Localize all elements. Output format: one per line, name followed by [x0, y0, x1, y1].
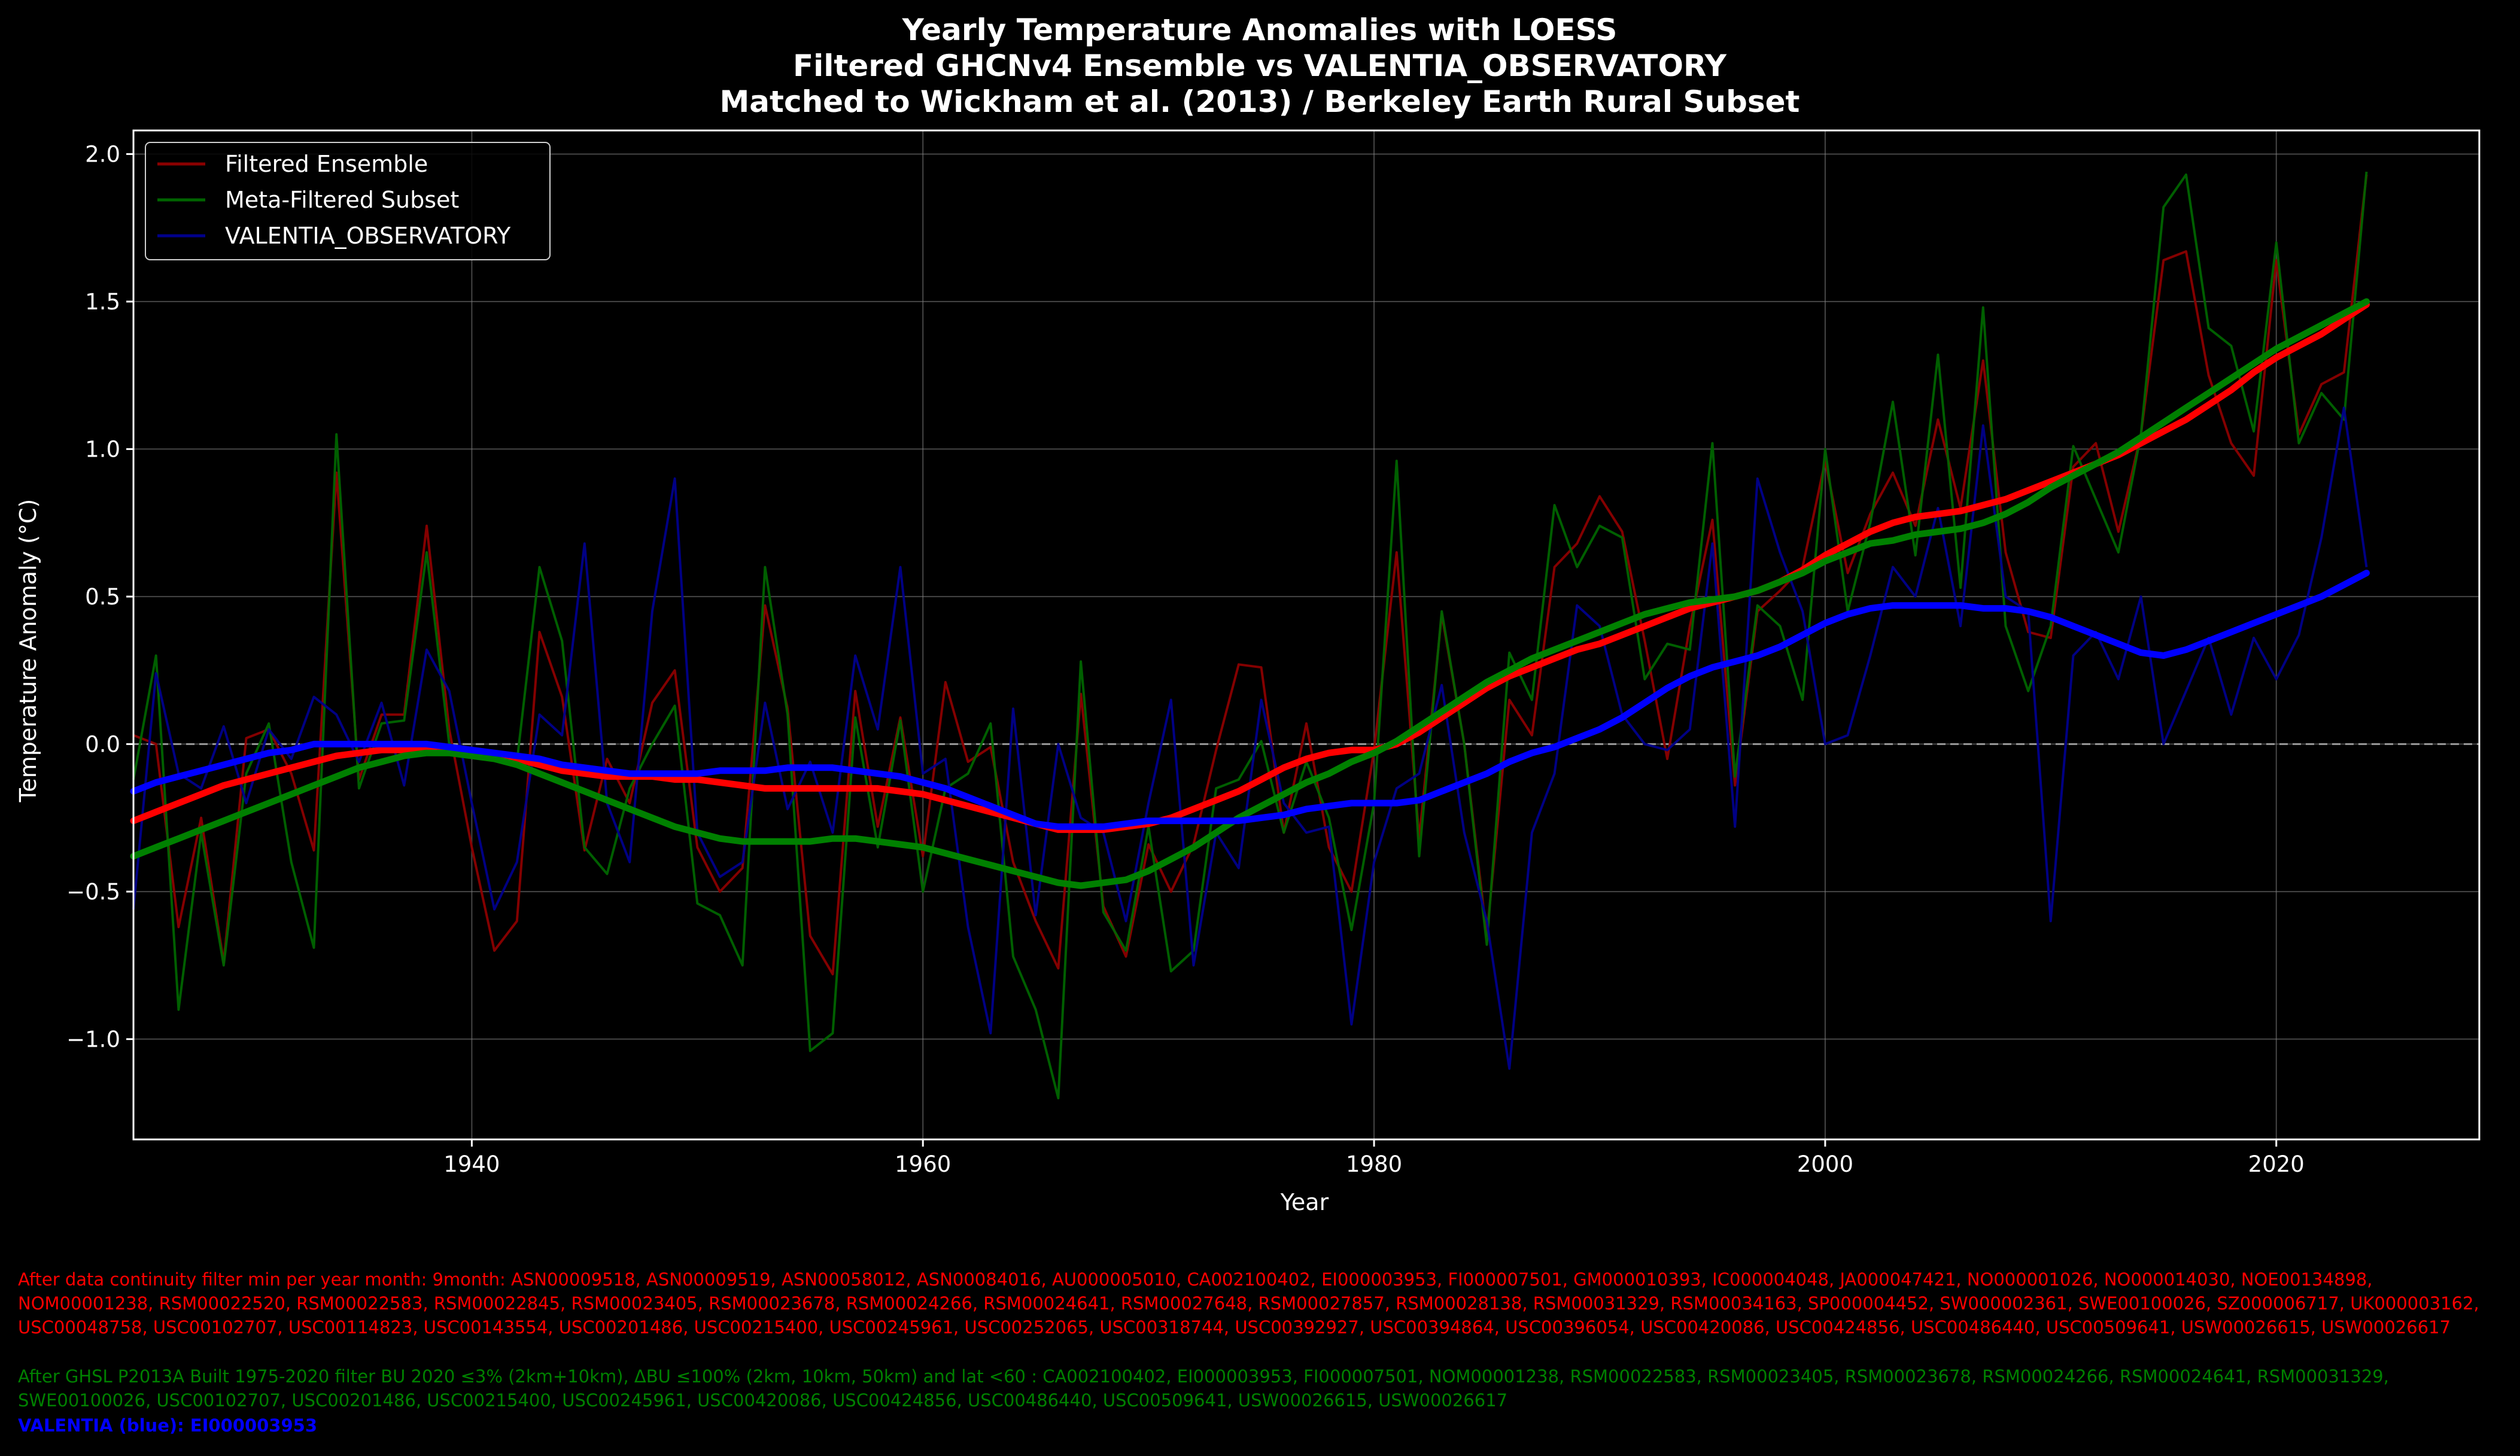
ensemble-legend-label: Filtered Ensemble: [225, 151, 428, 177]
x-axis-label: Year: [1280, 1189, 1329, 1215]
valentia-loess-line: [130, 570, 2370, 830]
axes: 1940 1960 1980 2000 2020 −1.0 −0.5 0.0 0.5 1.0 1.5…: [66, 141, 2305, 1177]
title-line-3: Matched to Wickham et al. (2013) / Berke…: [720, 84, 1800, 119]
chart-title: Yearly Temperature Anomalies with LOESS …: [720, 13, 1800, 119]
x-tick-label: 2000: [1797, 1151, 1853, 1177]
x-tick-label: 1960: [895, 1151, 951, 1177]
y-tick-label: 2.0: [85, 141, 120, 167]
legend-box: [145, 142, 551, 260]
legend: Filtered Ensemble Meta-Filtered Subset VAL…: [145, 142, 551, 260]
ensemble-station-note: After data continuity filter min per yea…: [18, 1269, 2479, 1338]
y-tick-label: −0.5: [66, 879, 120, 905]
y-tick-label: 1.5: [85, 289, 120, 315]
y-axis-label: Temperature Anomaly (°C): [15, 499, 41, 803]
x-tick-label: 1940: [443, 1151, 500, 1177]
x-tick-label: 2020: [2248, 1151, 2305, 1177]
y-tick-label: 0.5: [85, 584, 120, 610]
title-line-1: Yearly Temperature Anomalies with LOESS: [902, 13, 1618, 47]
ensemble-annual-line: [133, 174, 2368, 975]
y-tick-label: 1.0: [85, 436, 120, 462]
meta-subset-station-note: After GHSL P2013A Built 1975-2020 filter…: [18, 1366, 2389, 1411]
x-tick-label: 1980: [1346, 1151, 1402, 1177]
plot-area: [132, 129, 2481, 1141]
meta-subset-legend-label: Meta-Filtered Subset: [225, 187, 459, 213]
valentia-legend-label: VALENTIA_OBSERVATORY: [225, 223, 511, 249]
meta-subset-annual-line: [132, 171, 2368, 1099]
valentia-station-note: VALENTIA (blue): EI000003953: [18, 1415, 318, 1436]
y-tick-label: −1.0: [66, 1026, 120, 1052]
grid: [133, 130, 2479, 1139]
title-line-2: Filtered GHCNv4 Ensemble vs VALENTIA_OBS…: [793, 48, 1727, 83]
meta-subset-loess-line: [130, 298, 2370, 889]
series-layer: [130, 171, 2370, 1099]
valentia-annual-line: [132, 406, 2368, 1070]
y-tick-label: 0.0: [85, 731, 120, 757]
